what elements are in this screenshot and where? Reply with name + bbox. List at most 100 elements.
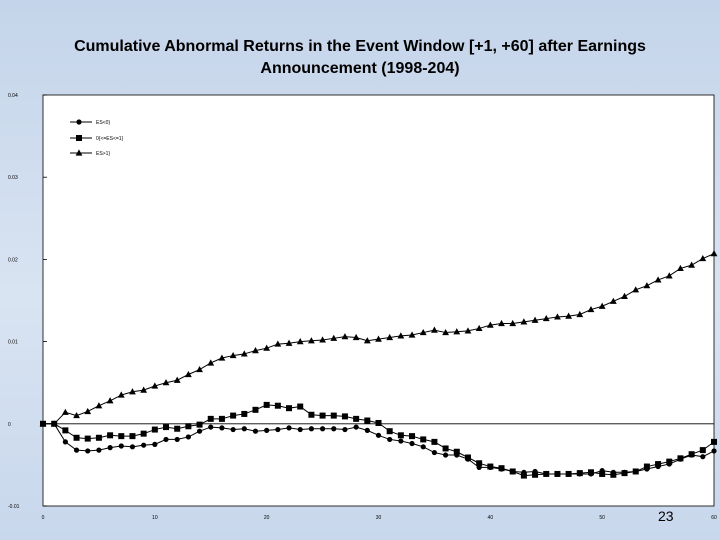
legend-label: ES>1} <box>96 151 110 157</box>
triangle-marker <box>587 305 595 313</box>
x-tick-label: 20 <box>264 515 270 521</box>
square-marker <box>487 463 494 470</box>
square-marker <box>364 417 371 424</box>
y-tick-label: 0.02 <box>8 257 18 263</box>
circle-marker <box>152 441 158 447</box>
square-marker <box>498 465 505 472</box>
circle-marker <box>375 432 382 438</box>
square-marker <box>174 425 181 432</box>
chart-title: Cumulative Abnormal Returns in the Event… <box>0 36 720 80</box>
square-marker <box>95 434 102 441</box>
title-line-2: Announcement (1998-204) <box>260 60 460 77</box>
circle-marker <box>252 428 259 434</box>
x-tick-label: 40 <box>488 515 494 521</box>
triangle-marker <box>252 347 259 354</box>
square-marker <box>185 423 192 430</box>
square-marker <box>655 461 662 468</box>
triangle-marker <box>665 272 673 279</box>
y-tick-label: 0.01 <box>8 340 18 346</box>
triangle-marker <box>229 351 237 359</box>
triangle-marker <box>117 391 125 398</box>
square-marker <box>286 405 293 412</box>
triangle-marker <box>554 313 561 320</box>
triangle-marker <box>308 337 315 344</box>
triangle-marker <box>296 338 304 345</box>
triangle-marker <box>609 297 617 304</box>
circle-marker <box>700 454 706 460</box>
circle-marker <box>196 428 203 434</box>
square-marker <box>453 448 460 455</box>
triangle-marker <box>408 331 416 338</box>
circle-marker <box>62 439 68 445</box>
triangle-marker <box>330 334 338 341</box>
triangle-marker <box>274 340 282 347</box>
square-marker <box>274 402 281 409</box>
circle-marker <box>409 440 415 447</box>
triangle-marker <box>453 328 461 335</box>
triangle-marker <box>542 314 550 322</box>
triangle-marker <box>431 326 438 333</box>
square-marker <box>666 458 673 465</box>
triangle-marker <box>285 339 293 346</box>
triangle-marker <box>75 149 83 156</box>
x-tick-label: 10 <box>152 515 158 521</box>
circle-marker <box>163 436 169 443</box>
circle-marker <box>219 425 225 431</box>
circle-marker <box>398 438 404 444</box>
square-marker <box>532 471 539 478</box>
square-marker <box>699 447 706 454</box>
circle-marker <box>174 436 180 443</box>
square-marker <box>73 434 80 441</box>
square-marker <box>520 472 527 479</box>
square-marker <box>353 415 360 422</box>
circle-marker <box>443 452 449 458</box>
triangle-marker <box>352 333 360 341</box>
square-marker <box>711 438 717 445</box>
circle-marker <box>431 449 438 456</box>
square-marker <box>397 432 404 439</box>
circle-marker <box>129 444 136 450</box>
square-marker <box>509 468 516 475</box>
triangle-marker <box>39 420 47 427</box>
square-marker <box>643 463 650 470</box>
circle-marker <box>76 119 82 125</box>
y-tick-label: 0.03 <box>8 175 18 181</box>
triangle-marker <box>475 324 483 332</box>
legend-label: 0{<=ES<=1} <box>96 136 124 142</box>
x-tick-label: 0 <box>42 515 45 521</box>
triangle-marker <box>531 316 539 323</box>
triangle-marker <box>319 336 326 343</box>
square-marker <box>196 421 203 428</box>
circle-marker <box>308 426 314 432</box>
triangle-marker <box>632 286 640 293</box>
triangle-marker <box>173 376 181 383</box>
square-marker <box>543 470 550 477</box>
circle-marker <box>342 426 348 433</box>
circle-marker <box>275 426 281 433</box>
square-marker <box>576 470 583 477</box>
triangle-marker <box>140 386 148 393</box>
circle-marker <box>230 426 236 433</box>
square-marker <box>84 435 91 442</box>
y-tick-label: 0 <box>8 422 11 428</box>
circle-marker <box>711 448 717 454</box>
triangle-marker <box>419 328 427 336</box>
triangle-marker <box>598 302 606 309</box>
triangle-marker <box>576 310 584 318</box>
circle-marker <box>387 436 393 443</box>
square-marker <box>632 468 639 475</box>
y-tick-label: -0.01 <box>8 504 20 510</box>
square-marker <box>565 470 572 477</box>
triangle-marker <box>95 402 103 409</box>
circle-marker <box>319 426 326 432</box>
square-marker <box>118 433 125 440</box>
triangle-marker <box>710 250 718 257</box>
y-tick-label: 0.04 <box>8 93 18 99</box>
circle-marker <box>364 427 370 433</box>
triangle-marker <box>486 321 494 328</box>
square-marker <box>409 433 416 440</box>
square-marker <box>107 432 114 439</box>
square-marker <box>163 424 170 431</box>
square-marker <box>76 135 82 141</box>
